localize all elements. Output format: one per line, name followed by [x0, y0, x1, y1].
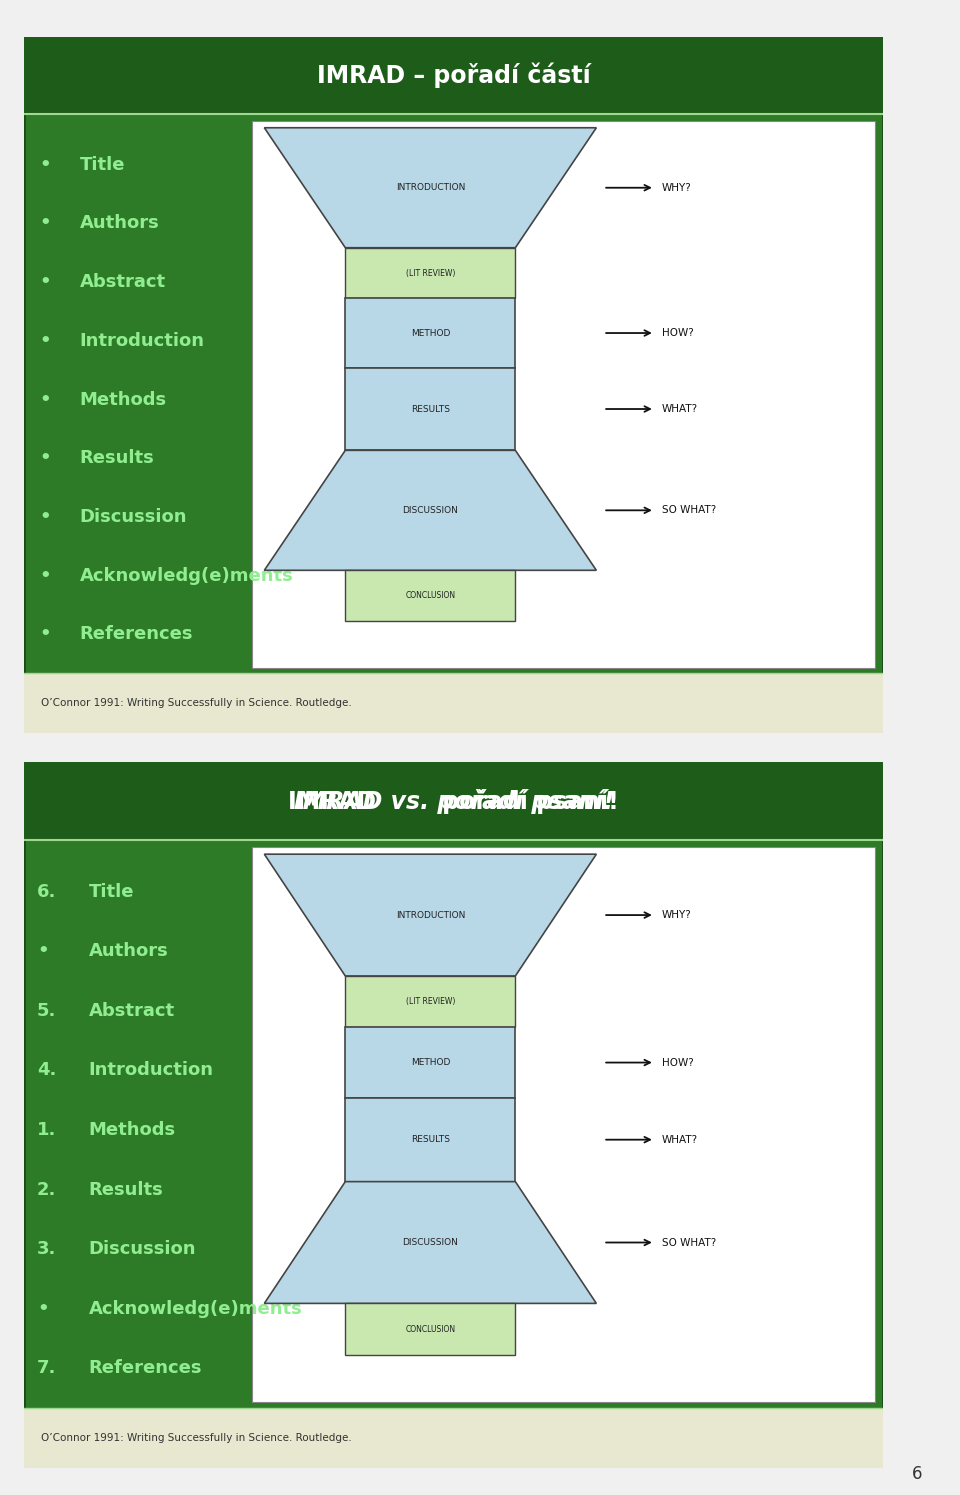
Text: •: •: [39, 332, 51, 350]
Text: IMRAD – pořadí částí: IMRAD – pořadí částí: [317, 63, 590, 88]
Bar: [346, 1304, 516, 1354]
Text: DISCUSSION: DISCUSSION: [402, 1238, 458, 1247]
Text: 2.: 2.: [36, 1181, 57, 1199]
Bar: [24, 1408, 883, 1468]
Text: SO WHAT?: SO WHAT?: [661, 1238, 716, 1247]
Text: IMRAD vs. pořadí psaní!: IMRAD vs. pořadí psaní!: [294, 789, 613, 813]
Text: 4.: 4.: [36, 1061, 57, 1079]
Text: WHAT?: WHAT?: [661, 404, 698, 414]
Text: Title: Title: [80, 155, 126, 173]
Bar: [252, 121, 875, 668]
Text: METHOD: METHOD: [411, 329, 450, 338]
Text: Title: Title: [88, 884, 134, 901]
Text: O’Connor 1991: Writing Successfully in Science. Routledge.: O’Connor 1991: Writing Successfully in S…: [41, 1434, 352, 1443]
Bar: [24, 762, 883, 840]
Bar: [346, 1027, 516, 1097]
Bar: [24, 37, 883, 114]
Text: Abstract: Abstract: [80, 274, 166, 292]
Text: O’Connor 1991: Writing Successfully in Science. Routledge.: O’Connor 1991: Writing Successfully in S…: [41, 698, 352, 709]
Text: INTRODUCTION: INTRODUCTION: [396, 910, 465, 919]
Text: WHY?: WHY?: [661, 182, 691, 193]
Text: CONCLUSION: CONCLUSION: [405, 1325, 455, 1334]
Text: •: •: [39, 508, 51, 526]
Text: Abstract: Abstract: [88, 1002, 175, 1020]
Text: SO WHAT?: SO WHAT?: [661, 505, 716, 516]
Text: INTRODUCTION: INTRODUCTION: [396, 184, 465, 193]
Text: •: •: [39, 390, 51, 408]
Text: •: •: [39, 567, 51, 585]
Bar: [346, 1097, 516, 1181]
Text: Authors: Authors: [80, 214, 159, 233]
Text: 3.: 3.: [36, 1241, 57, 1259]
Text: RESULTS: RESULTS: [411, 405, 450, 414]
Text: Introduction: Introduction: [80, 332, 204, 350]
Text: WHAT?: WHAT?: [661, 1135, 698, 1145]
Polygon shape: [264, 1181, 596, 1304]
Text: 7.: 7.: [36, 1359, 57, 1377]
Text: DISCUSSION: DISCUSSION: [402, 505, 458, 514]
Text: Introduction: Introduction: [88, 1061, 213, 1079]
Bar: [346, 248, 516, 299]
Bar: [346, 368, 516, 450]
Polygon shape: [264, 854, 596, 976]
Text: •: •: [39, 214, 51, 233]
Text: References: References: [88, 1359, 202, 1377]
Bar: [346, 299, 516, 368]
Text: Discussion: Discussion: [88, 1241, 196, 1259]
Polygon shape: [264, 127, 596, 248]
Text: Results: Results: [88, 1181, 163, 1199]
Text: 5.: 5.: [36, 1002, 57, 1020]
Bar: [252, 848, 875, 1402]
Text: References: References: [80, 625, 193, 643]
Text: Methods: Methods: [88, 1121, 176, 1139]
Text: CONCLUSION: CONCLUSION: [405, 591, 455, 599]
Text: Acknowledg(e)ments: Acknowledg(e)ments: [88, 1299, 302, 1317]
Text: Discussion: Discussion: [80, 508, 187, 526]
Polygon shape: [264, 450, 596, 570]
Text: •: •: [36, 1299, 49, 1317]
Text: •: •: [39, 625, 51, 643]
Text: •: •: [39, 448, 51, 468]
Bar: [24, 673, 883, 733]
Text: Results: Results: [80, 448, 155, 468]
Text: Authors: Authors: [88, 942, 168, 960]
Text: HOW?: HOW?: [661, 1057, 693, 1067]
Text: (LIT REVIEW): (LIT REVIEW): [406, 269, 455, 278]
Text: Methods: Methods: [80, 390, 167, 408]
Bar: [346, 570, 516, 620]
Text: RESULTS: RESULTS: [411, 1135, 450, 1144]
Text: IMRAD        pořadí psaní!: IMRAD pořadí psaní!: [288, 789, 619, 813]
Text: •: •: [39, 155, 51, 173]
Text: •: •: [36, 942, 49, 960]
Bar: [346, 976, 516, 1027]
Text: HOW?: HOW?: [661, 327, 693, 338]
Text: Acknowledg(e)ments: Acknowledg(e)ments: [80, 567, 294, 585]
Text: METHOD: METHOD: [411, 1058, 450, 1067]
Text: 6: 6: [912, 1465, 922, 1483]
Text: WHY?: WHY?: [661, 910, 691, 919]
Text: 6.: 6.: [36, 884, 57, 901]
Text: 1.: 1.: [36, 1121, 57, 1139]
Text: •: •: [39, 274, 51, 292]
Text: (LIT REVIEW): (LIT REVIEW): [406, 997, 455, 1006]
